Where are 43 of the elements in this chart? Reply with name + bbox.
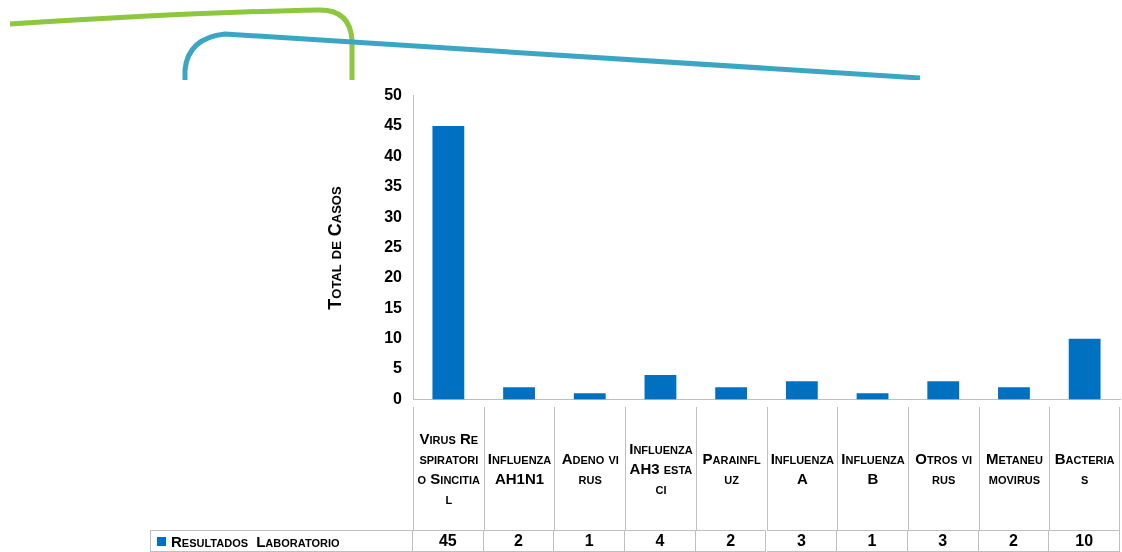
bar	[503, 387, 535, 400]
bar	[715, 387, 748, 400]
bar	[1068, 338, 1101, 400]
y-tick-label: 15	[384, 298, 403, 316]
bar	[927, 381, 960, 400]
data-label: 10	[1049, 530, 1120, 552]
y-tick-label: 45	[384, 116, 403, 134]
x-tick-label: Adeno virus	[554, 407, 626, 530]
y-tick-label: 35	[384, 177, 403, 195]
y-axis-title: Total de Casos	[324, 186, 346, 310]
bar	[785, 381, 818, 400]
x-tick-label: Influenza AH1N1	[483, 407, 555, 530]
x-tick-label: Bacterias	[1049, 407, 1120, 530]
y-tick-label: 25	[384, 237, 403, 255]
y-tick-label: 5	[393, 359, 403, 377]
data-label: 3	[907, 530, 979, 552]
bar	[856, 393, 889, 400]
data-label: 1	[837, 530, 908, 552]
bar	[432, 125, 465, 400]
x-tick-label: Influenza AH3 estaci	[625, 407, 696, 530]
data-label: 2	[695, 530, 767, 552]
x-tick-label: Otros virus	[907, 407, 979, 530]
x-tick-label: Metaneumovirus	[978, 407, 1050, 530]
legend-label: Resultados Laboratorio	[171, 532, 340, 550]
data-label: 45	[413, 530, 484, 552]
data-label: 3	[766, 530, 838, 552]
y-tick-label: 20	[384, 268, 403, 286]
y-tick-label: 30	[384, 207, 403, 225]
x-tick-label: Influenza A	[766, 407, 838, 530]
bar	[998, 387, 1030, 400]
bar	[573, 393, 606, 400]
data-label: 1	[554, 530, 626, 552]
y-tick-label: 50	[384, 86, 403, 104]
data-label: 4	[625, 530, 696, 552]
y-tick-label: 40	[384, 146, 403, 164]
x-tick-label: Parainfluz	[695, 407, 767, 530]
data-label: 2	[978, 530, 1050, 552]
x-tick-label: Influenza B	[837, 407, 908, 530]
y-tick-label: 10	[384, 329, 403, 347]
x-tick-label: Virus Respiratorio Sincitial	[413, 407, 484, 530]
bar	[644, 375, 677, 400]
y-tick-label: 0	[393, 389, 403, 407]
data-label: 2	[483, 530, 555, 552]
